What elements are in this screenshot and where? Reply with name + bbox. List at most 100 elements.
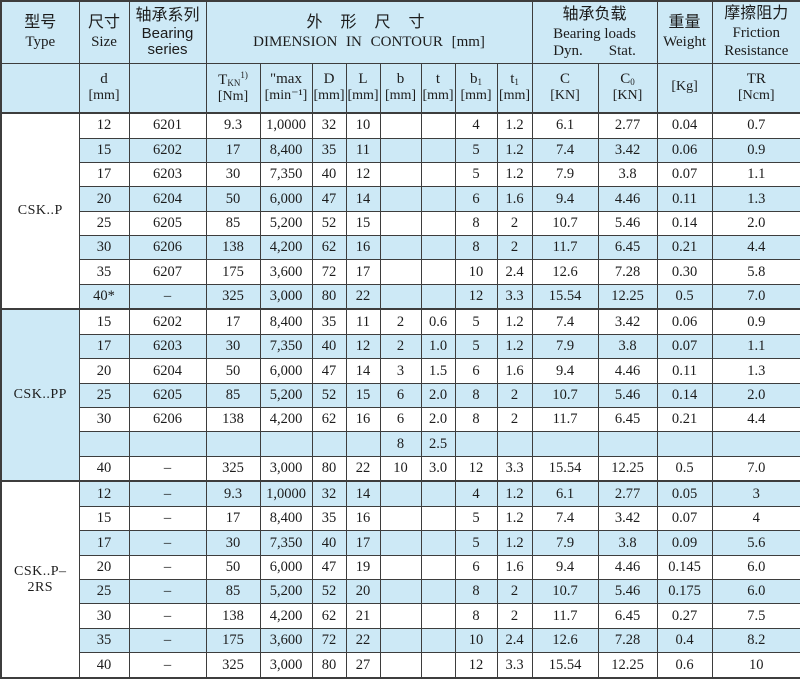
cell-d: 30: [78, 235, 130, 261]
colhead-kg: [Kg]: [656, 62, 713, 114]
cell-nmax: 8,400: [259, 505, 313, 532]
table-row: 8 2.5: [1, 431, 800, 457]
cell-t1: 2.4: [496, 627, 533, 654]
cell-series: –: [128, 455, 207, 482]
cell-d: 20: [78, 186, 130, 212]
table-row: 40–325 3,000 80 22 10 3.0 12 3.3 15.54 12.25 0.5 7.…: [1, 455, 800, 482]
cell-b: 2: [379, 308, 422, 335]
cell-L: 21: [345, 603, 381, 629]
cell-d: 12: [78, 112, 130, 139]
cell-t: [420, 186, 456, 212]
cell-d: 12: [78, 480, 130, 507]
cell-b: 3: [379, 358, 422, 384]
cell-t: [420, 505, 456, 532]
cell-b1: 8: [454, 210, 498, 237]
cell-t: 3.0: [420, 455, 456, 482]
table-row: 20 6204 50 6,000 47 14 6 1.6 9.4 4.46 0.11 1.3: [1, 186, 800, 212]
cell-L: 15: [345, 210, 381, 237]
cell-TR: 3: [711, 480, 800, 507]
cell-L: 17: [345, 530, 381, 556]
cell-b: [379, 259, 422, 285]
cell-TR: 1.1: [711, 333, 800, 360]
cell-d: 20: [78, 358, 130, 384]
cell-series: 6203: [128, 161, 207, 188]
cell-L: 16: [345, 505, 381, 532]
cell-t1: 1.2: [496, 530, 533, 556]
cell-nmax: 3,600: [259, 259, 313, 285]
cell-C: 10.7: [531, 579, 599, 605]
cell-L: [345, 431, 381, 457]
cell-b: 8: [379, 431, 422, 457]
cell-kg: 0.30: [656, 259, 713, 285]
cell-tkn: 50: [205, 554, 261, 581]
cell-series: 6206: [128, 235, 207, 261]
cell-TR: 8.2: [711, 627, 800, 654]
cell-b1: 8: [454, 579, 498, 605]
cell-TR: 2.0: [711, 382, 800, 409]
cell-b: [379, 186, 422, 212]
cell-b: [379, 161, 422, 188]
cell-D: 80: [311, 283, 347, 310]
colhead-series: [128, 62, 207, 114]
cell-L: 11: [345, 137, 381, 163]
cell-C0: 5.46: [597, 382, 658, 409]
cell-b1: [454, 431, 498, 457]
colhead-t: t [mm]: [420, 62, 456, 114]
cell-nmax: 7,350: [259, 161, 313, 188]
cell-D: 80: [311, 652, 347, 679]
cell-nmax: 4,200: [259, 603, 313, 629]
cell-L: 22: [345, 455, 381, 482]
table-row: 17 6203 30 7,350 40 12 2 1.0 5 1.2 7.9 3.8 0.07 1.1: [1, 333, 800, 360]
cell-C: 11.7: [531, 603, 599, 629]
cell-D: 35: [311, 505, 347, 532]
cell-t1: 2: [496, 235, 533, 261]
cell-d: 40*: [78, 283, 130, 310]
cell-b: [379, 112, 422, 139]
friction-label-en2: Resistance: [724, 43, 789, 60]
cell-b: [379, 554, 422, 581]
cell-d: 30: [78, 407, 130, 433]
cell-D: 62: [311, 235, 347, 261]
cell-nmax: 1,0000: [259, 112, 313, 139]
cell-C: 6.1: [531, 112, 599, 139]
cell-t1: 2.4: [496, 259, 533, 285]
cell-TR: 4: [711, 505, 800, 532]
cell-nmax: 6,000: [259, 358, 313, 384]
table-row: 30 6206 138 4,200 62 16 8 2 11.7 6.45 0.21 4.4: [1, 235, 800, 261]
cell-D: 35: [311, 137, 347, 163]
cell-t1: 2: [496, 603, 533, 629]
cell-C0: 7.28: [597, 627, 658, 654]
cell-tkn: 17: [205, 137, 261, 163]
cell-C0: 2.77: [597, 480, 658, 507]
cell-C: 9.4: [531, 358, 599, 384]
cell-t: [420, 235, 456, 261]
cell-D: 52: [311, 210, 347, 237]
cell-b1: 4: [454, 480, 498, 507]
cell-L: 16: [345, 235, 381, 261]
colhead-tkn: TKN1) [Nm]: [205, 62, 261, 114]
cell-kg: 0.5: [656, 455, 713, 482]
cell-b1: 5: [454, 530, 498, 556]
cell-nmax: 5,200: [259, 579, 313, 605]
table-row: 35 6207 175 3,600 72 17 10 2.4 12.6 7.28 0.30 5.8: [1, 259, 800, 285]
cell-L: 20: [345, 579, 381, 605]
cell-b: [379, 235, 422, 261]
cell-t1: 1.6: [496, 358, 533, 384]
cell-kg: 0.06: [656, 308, 713, 335]
cell-kg: 0.27: [656, 603, 713, 629]
cell-TR: 2.0: [711, 210, 800, 237]
cell-tkn: 325: [205, 455, 261, 482]
cell-TR: 0.7: [711, 112, 800, 139]
cell-kg: 0.05: [656, 480, 713, 507]
cell-tkn: [205, 431, 261, 457]
colgroup-dimensions: 外 形 尺 寸 DIMENSION IN CONTOUR [mm]: [205, 0, 533, 64]
cell-b: [379, 137, 422, 163]
cell-t: 2.0: [420, 382, 456, 409]
cell-TR: 7.0: [711, 455, 800, 482]
cell-series: –: [128, 579, 207, 605]
cell-t: [420, 161, 456, 188]
table-row: 25–85 5,200 52 20 8 2 10.7 5.46 0.175 6.0: [1, 579, 800, 605]
cell-d: 15: [78, 137, 130, 163]
cell-C0: 7.28: [597, 259, 658, 285]
cell-series: 6206: [128, 407, 207, 433]
